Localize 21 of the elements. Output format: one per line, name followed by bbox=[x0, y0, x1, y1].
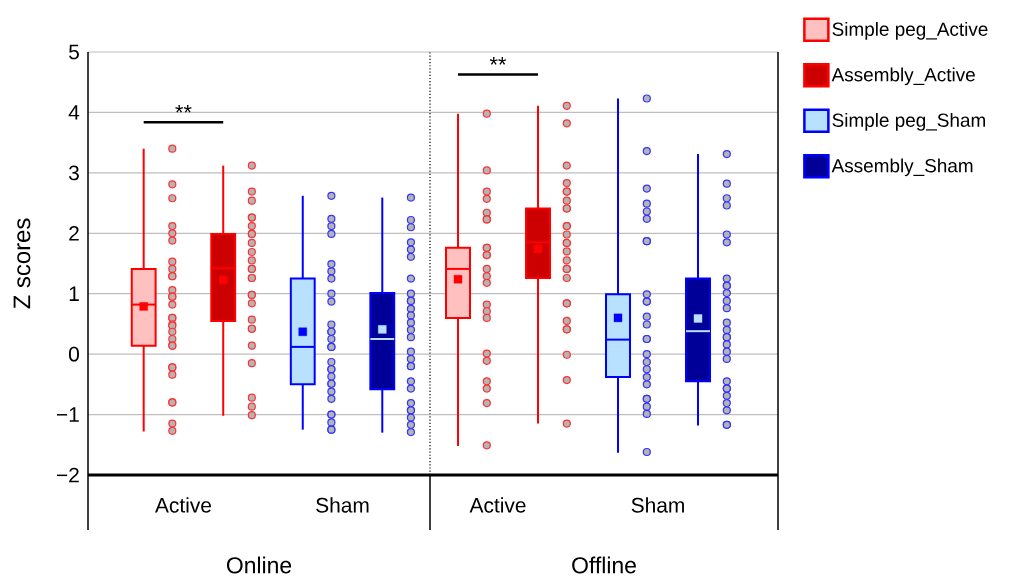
legend-label: Simple peg_Active bbox=[832, 22, 988, 40]
legend-label: Assembly_Sham bbox=[831, 158, 973, 177]
x-tick-label: Sham bbox=[316, 497, 369, 513]
y-tick-label: 0 bbox=[68, 346, 79, 362]
annotation: ** bbox=[175, 104, 192, 113]
x-tick-label: Sham bbox=[631, 497, 684, 513]
legend-label: Assembly_Active bbox=[831, 67, 975, 86]
y-tick-label: 1 bbox=[69, 286, 79, 301]
x-axis-title: Offline bbox=[572, 556, 636, 574]
y-tick-label: −1 bbox=[56, 407, 79, 422]
y-tick-label: 3 bbox=[68, 165, 79, 181]
annotation: ** bbox=[489, 57, 507, 65]
legend-label: Simple peg_Sham bbox=[832, 113, 985, 131]
y-tick-label: 5 bbox=[69, 44, 79, 60]
y-axis-title: Z scores bbox=[13, 218, 31, 309]
x-axis-title: Online bbox=[226, 556, 292, 574]
y-tick-label: 4 bbox=[68, 105, 80, 120]
y-tick-label: 2 bbox=[69, 225, 79, 241]
x-tick-label: Active bbox=[469, 497, 526, 513]
y-tick-label: −2 bbox=[56, 467, 79, 483]
x-tick-label: Active bbox=[155, 497, 211, 513]
